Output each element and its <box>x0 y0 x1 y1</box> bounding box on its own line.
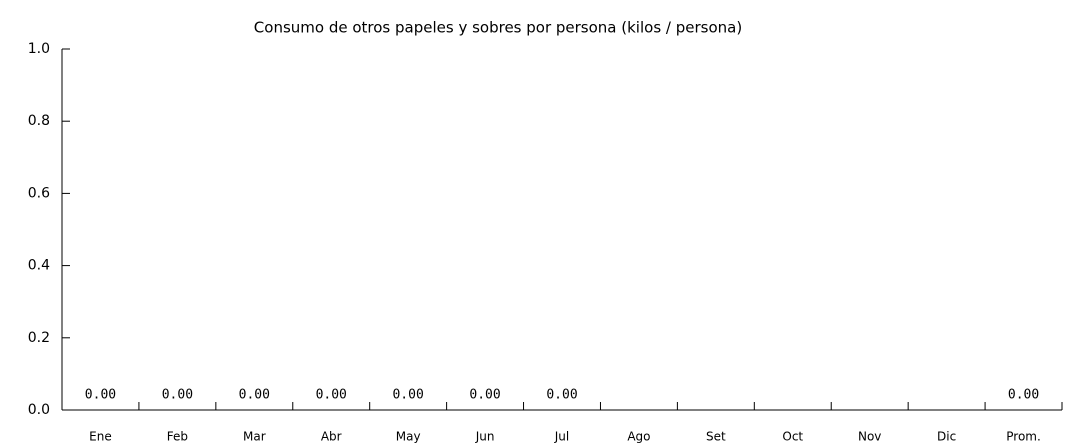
value-label: 0.00 <box>316 388 347 403</box>
x-tick-label: Dic <box>937 430 956 444</box>
x-tick-label: Abr <box>321 430 342 444</box>
y-tick-label: 1.0 <box>28 41 50 57</box>
x-tick-label: Set <box>706 430 726 444</box>
y-tick-label: 0.2 <box>28 330 50 346</box>
x-tick-label: Nov <box>858 430 881 444</box>
value-label: 0.00 <box>85 388 116 403</box>
value-label: 0.00 <box>162 388 193 403</box>
x-tick-label: Feb <box>167 430 188 444</box>
y-tick-label: 0.4 <box>28 258 50 274</box>
chart-title: Consumo de otros papeles y sobres por pe… <box>254 19 742 37</box>
y-tick-label: 0.6 <box>28 185 50 201</box>
x-tick-label: Ene <box>89 430 112 444</box>
x-tick-label: Mar <box>243 430 266 444</box>
value-label: 0.00 <box>1008 388 1039 403</box>
x-tick-label: Jul <box>554 430 569 444</box>
y-tick-label: 0.8 <box>28 113 50 129</box>
value-label: 0.00 <box>392 388 423 403</box>
value-label: 0.00 <box>239 388 270 403</box>
x-tick-label: May <box>396 430 421 444</box>
x-tick-label: Jun <box>475 430 495 444</box>
value-label: 0.00 <box>469 388 500 403</box>
x-tick-label: Ago <box>627 430 650 444</box>
value-label: 0.00 <box>546 388 577 403</box>
y-tick-label: 0.0 <box>28 402 50 418</box>
x-tick-label: Oct <box>782 430 803 444</box>
x-tick-label: Prom. <box>1006 430 1041 444</box>
